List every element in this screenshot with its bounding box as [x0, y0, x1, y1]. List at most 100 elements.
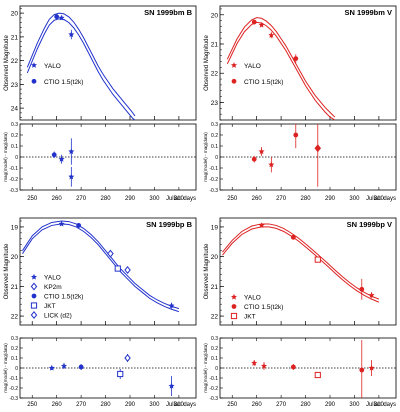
panel-3: SN 1999bp B 19 20 21 22 Observed Magnitude YAL…: [3, 217, 197, 408]
residual-point: [268, 161, 275, 168]
x-axis-label: Julian days: [366, 196, 396, 202]
y-tick-label: 20: [11, 254, 19, 261]
data-point: [58, 220, 65, 227]
legend-marker: [231, 78, 237, 84]
model-curve-upper: [226, 17, 336, 118]
model-curve-lower: [222, 226, 380, 303]
main-plot-frame: [219, 5, 397, 121]
residual-y-axis-label: mag(model) - mag(data): [3, 132, 8, 182]
residual-point: [359, 367, 365, 373]
legend-label: CTIO 1.5(t2k): [44, 79, 83, 86]
y-axis-label: Observed Magnitude: [204, 243, 210, 299]
residual-y-tick-label: 0.1: [211, 144, 218, 150]
main-plot-frame: [219, 217, 397, 326]
residual-point: [168, 382, 175, 389]
panel-2: SN 1999bm V 20 21 22 23 Observed Magnitude YAL…: [203, 5, 397, 202]
y-tick-label: 21: [11, 284, 19, 291]
x-tick-label: 250: [27, 402, 38, 408]
x-tick-label: 280: [301, 402, 312, 408]
legend-marker: [30, 273, 38, 280]
legend-label: LICK (d2): [44, 313, 72, 320]
residual-y-tick-label: 0.2: [11, 133, 18, 139]
residual-y-tick-label: 0.2: [211, 133, 218, 139]
panel-1: SN 1999bm B 20 21 22 23 24 Observed Magnitude Y…: [3, 5, 197, 202]
legend-marker: [30, 282, 38, 291]
x-tick-label: 290: [125, 402, 136, 408]
data-point: [290, 234, 296, 240]
residual-y-tick-label: 0.1: [11, 144, 18, 150]
residual-y-tick-label: -0.3: [9, 396, 18, 402]
x-tick-label: 310: [374, 402, 385, 408]
residual-y-tick-label: 0.2: [211, 346, 218, 352]
data-point: [359, 286, 365, 292]
y-axis-label: Observed Magnitude: [4, 243, 10, 299]
y-tick-label: 21: [11, 34, 19, 41]
x-tick-label: 250: [227, 402, 238, 408]
legend-label: KP2m: [44, 284, 62, 291]
residual-point: [60, 362, 68, 369]
residual-y-tick-label: -0.3: [9, 188, 18, 194]
residual-y-tick-label: 0.3: [211, 122, 218, 128]
y-tick-label: 22: [11, 58, 19, 65]
x-tick-label: 250: [227, 196, 238, 202]
legend-marker: [230, 62, 238, 68]
legend-label: CTIO 1.5(t2k): [244, 304, 283, 311]
x-tick-label: 260: [252, 196, 263, 202]
residual-y-tick-label: 0: [215, 366, 218, 372]
main-plot-frame: [19, 5, 197, 121]
x-axis-label: Julian days: [166, 196, 196, 202]
y-tick-label: 19: [211, 224, 219, 231]
x-axis-label: Julian days: [366, 402, 396, 408]
residual-point: [251, 156, 257, 162]
data-point: [314, 256, 321, 263]
y-tick-label: 22: [211, 314, 219, 321]
y-axis-label: Observed Magnitude: [204, 34, 210, 90]
residual-y-tick-label: 0.3: [11, 122, 18, 128]
x-tick-label: 300: [149, 402, 160, 408]
model-curve-lower: [226, 21, 336, 121]
y-tick-label: 23: [11, 82, 19, 89]
data-point: [293, 56, 299, 62]
residual-point: [68, 148, 75, 155]
y-tick-label: 22: [11, 314, 19, 321]
data-point: [124, 266, 131, 275]
legend-marker: [230, 293, 238, 300]
legend-label: JKT: [244, 314, 256, 321]
data-point: [58, 14, 65, 21]
y-axis-label: Observed Magnitude: [4, 34, 10, 90]
residual-point: [68, 173, 75, 180]
residual-y-tick-label: 0.3: [211, 336, 218, 342]
model-curve-upper: [222, 223, 380, 300]
x-axis-label: Julian days: [166, 402, 196, 408]
residual-y-tick-label: 0: [215, 155, 218, 161]
legend-label: YALO: [244, 63, 261, 70]
residual-y-tick-label: -0.2: [9, 177, 18, 183]
model-curve-upper: [26, 12, 136, 117]
residual-point: [368, 364, 375, 371]
residual-y-tick-label: -0.1: [209, 376, 218, 382]
panel-title: SN 1999bm B: [144, 8, 193, 17]
x-tick-label: 270: [276, 402, 287, 408]
residual-y-tick-label: 0.2: [11, 346, 18, 352]
x-tick-label: 310: [174, 402, 185, 408]
residual-y-tick-label: -0.1: [9, 166, 18, 172]
residual-point: [78, 364, 84, 370]
data-point: [268, 32, 275, 38]
x-tick-label: 280: [101, 402, 112, 408]
residual-point: [290, 364, 296, 370]
data-point: [258, 222, 265, 229]
residual-point: [117, 370, 124, 378]
x-tick-label: 290: [325, 196, 336, 202]
residual-y-tick-label: -0.3: [209, 396, 218, 402]
residual-y-tick-label: 0.1: [11, 356, 18, 362]
data-point: [251, 19, 257, 25]
x-tick-label: 300: [349, 402, 360, 408]
x-tick-label: 280: [101, 196, 112, 202]
data-point: [168, 302, 175, 309]
panel-title: SN 1999bp V: [347, 220, 392, 229]
residual-point: [58, 156, 65, 162]
residual-y-tick-label: 0: [15, 155, 18, 161]
x-tick-label: 300: [149, 196, 160, 202]
legend-label: CTIO 1.5(t2k): [244, 79, 283, 86]
y-tick-label: 20: [211, 254, 219, 261]
